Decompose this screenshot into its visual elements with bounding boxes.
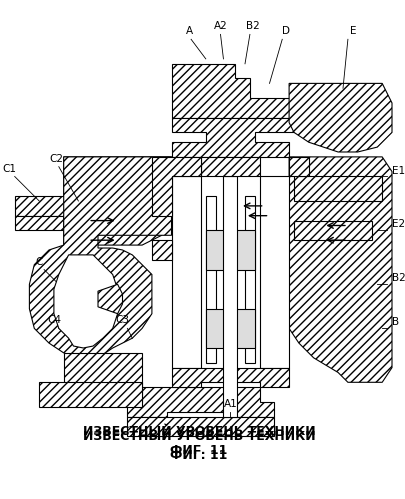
Text: ФИГ. 11: ФИГ. 11 — [170, 445, 227, 458]
Polygon shape — [288, 83, 391, 152]
Polygon shape — [39, 382, 142, 407]
Text: E1: E1 — [391, 166, 404, 176]
Polygon shape — [223, 177, 237, 417]
Text: C2: C2 — [50, 154, 64, 164]
Text: A2: A2 — [213, 21, 227, 31]
Text: E2: E2 — [391, 220, 404, 230]
Text: C3: C3 — [115, 315, 129, 325]
Text: B2: B2 — [245, 21, 259, 31]
Polygon shape — [29, 157, 171, 382]
Polygon shape — [171, 64, 293, 118]
Polygon shape — [15, 196, 166, 216]
Text: ИЗВЕСТНЫЙ УРОВЕНЬ ТЕХНИКИ: ИЗВЕСТНЫЙ УРОВЕНЬ ТЕХНИКИ — [83, 425, 314, 438]
Text: B2: B2 — [391, 273, 405, 283]
Text: B: B — [391, 317, 398, 327]
Polygon shape — [259, 177, 288, 368]
Polygon shape — [171, 368, 288, 387]
Polygon shape — [205, 196, 215, 363]
Polygon shape — [54, 255, 117, 348]
Polygon shape — [244, 196, 254, 363]
Polygon shape — [64, 216, 161, 245]
Polygon shape — [171, 177, 200, 368]
Text: D: D — [281, 26, 290, 36]
Polygon shape — [293, 221, 371, 240]
Polygon shape — [64, 353, 142, 387]
Text: ИЗВЕСТНЫЙ УРОВЕНЬ ТЕХНИКИ: ИЗВЕСТНЫЙ УРОВЕНЬ ТЕХНИКИ — [83, 430, 314, 443]
Text: ФИГ. 11: ФИГ. 11 — [170, 449, 227, 462]
Polygon shape — [293, 177, 381, 201]
Text: A: A — [185, 26, 192, 36]
Text: A1: A1 — [223, 399, 237, 409]
Polygon shape — [171, 118, 293, 157]
Polygon shape — [64, 157, 171, 196]
Text: C4: C4 — [47, 315, 61, 325]
Polygon shape — [151, 240, 171, 260]
Polygon shape — [15, 216, 64, 231]
Polygon shape — [288, 157, 308, 177]
Text: E: E — [349, 26, 355, 36]
Polygon shape — [205, 231, 254, 269]
Text: C1: C1 — [3, 164, 17, 174]
Polygon shape — [98, 284, 122, 314]
Polygon shape — [288, 157, 391, 382]
Polygon shape — [127, 417, 274, 436]
Polygon shape — [205, 309, 254, 348]
Text: C: C — [35, 256, 43, 266]
Polygon shape — [151, 157, 200, 216]
Polygon shape — [200, 157, 259, 177]
Polygon shape — [127, 387, 274, 417]
